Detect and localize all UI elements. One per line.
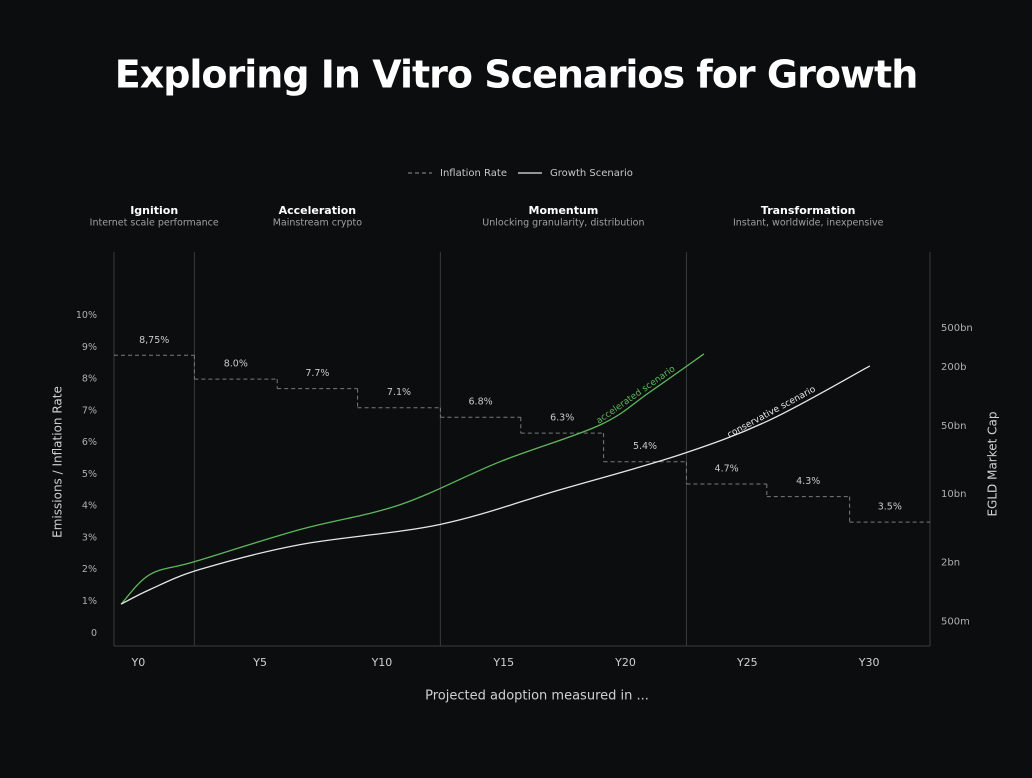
y-tick-label: 10%	[76, 310, 97, 321]
growth-line	[120, 365, 871, 605]
x-tick-label: Y5	[252, 656, 267, 669]
y-tick-label: 6%	[82, 437, 97, 448]
legend-label: Inflation Rate	[440, 168, 507, 179]
value-label: 8.0%	[224, 359, 248, 370]
phase-title: Transformation	[761, 204, 856, 217]
y2-tick-label: 200b	[941, 362, 966, 373]
phase-subtitle: Mainstream crypto	[273, 218, 362, 229]
x-tick-label: Y25	[736, 656, 758, 669]
legend-label: Growth Scenario	[550, 168, 633, 179]
value-label: 6.8%	[469, 397, 493, 408]
x-tick-label: Y20	[614, 656, 636, 669]
x-tick-label: Y15	[492, 656, 514, 669]
value-label: 8,75%	[139, 335, 169, 346]
phase-subtitle: Instant, worldwide, inexpensive	[733, 218, 884, 229]
y2-tick-label: 2bn	[941, 558, 960, 569]
y-tick-label: 1%	[82, 596, 97, 607]
y-tick-label: 8%	[82, 374, 97, 385]
value-label: 7.1%	[387, 387, 411, 398]
growth-line	[120, 353, 705, 605]
chart-title: Exploring In Vitro Scenarios for Growth	[115, 53, 918, 97]
value-label: 7.7%	[305, 368, 329, 379]
y2-axis-title: EGLD Market Cap	[986, 411, 1000, 516]
y-tick-label: 7%	[82, 405, 97, 416]
value-label: 4.7%	[715, 463, 739, 474]
y2-tick-label: 50bn	[941, 421, 966, 432]
y-tick-label: 4%	[82, 501, 97, 512]
value-label: 5.4%	[633, 441, 657, 452]
phase-subtitle: Unlocking granularity, distribution	[482, 218, 644, 229]
x-tick-label: Y10	[371, 656, 393, 669]
y-tick-label: 9%	[82, 342, 97, 353]
x-axis-title: Projected adoption measured in ...	[425, 689, 649, 704]
y-tick-label: 2%	[82, 564, 97, 575]
y-axis-title: Emissions / Inflation Rate	[51, 386, 65, 538]
y2-tick-label: 500bn	[941, 323, 973, 334]
x-tick-label: Y0	[130, 656, 145, 669]
phase-title: Momentum	[529, 204, 599, 217]
phase-subtitle: Internet scale performance	[90, 218, 219, 229]
y-tick-label: 0	[91, 628, 97, 639]
y2-tick-label: 10bn	[941, 489, 966, 500]
phase-title: Ignition	[130, 204, 178, 217]
y2-tick-label: 500m	[941, 616, 970, 627]
y-tick-label: 3%	[82, 532, 97, 543]
x-tick-label: Y30	[858, 656, 880, 669]
y-tick-label: 5%	[82, 469, 97, 480]
value-label: 4.3%	[796, 476, 820, 487]
value-label: 3.5%	[878, 502, 902, 513]
phase-title: Acceleration	[279, 204, 357, 217]
value-label: 6.3%	[550, 413, 574, 424]
